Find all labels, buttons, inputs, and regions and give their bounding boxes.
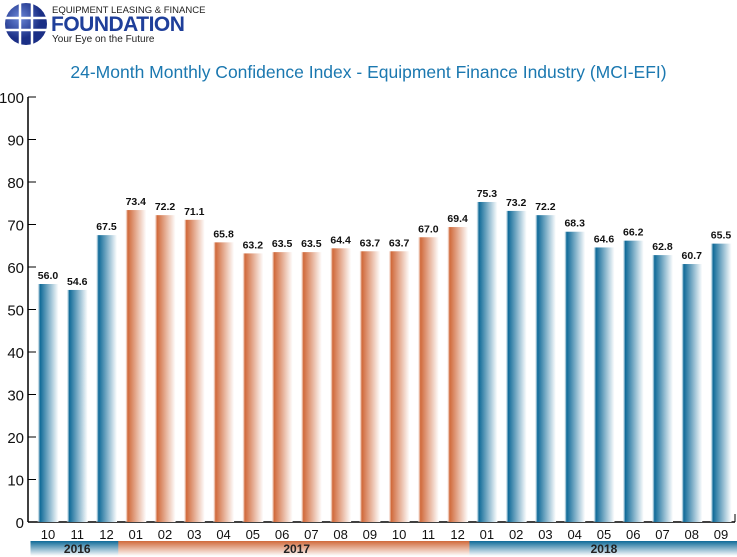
globe-logo-icon (5, 3, 47, 45)
bar-value-label: 68.3 (564, 218, 585, 230)
bar-value-label: 63.7 (360, 237, 381, 249)
x-tick-label: 02 (509, 527, 523, 542)
x-tick-label: 12 (450, 527, 464, 542)
bar-value-label: 60.7 (682, 250, 703, 262)
x-tick-label: 06 (626, 527, 640, 542)
bar-value-label: 62.8 (652, 241, 673, 253)
bar-value-label: 63.2 (243, 239, 264, 251)
bar (651, 255, 673, 522)
y-tick-label: 70 (7, 218, 24, 235)
x-tick-label: 08 (333, 527, 347, 542)
bar (505, 210, 527, 522)
bar (564, 231, 586, 522)
bar-value-label: 63.7 (389, 237, 410, 249)
x-tick-label: 11 (422, 527, 436, 542)
bar (330, 248, 352, 523)
bar-value-label: 65.8 (213, 228, 234, 240)
bar-value-label: 72.2 (155, 201, 176, 213)
bar (417, 237, 439, 522)
logo: EQUIPMENT LEASING & FINANCE FOUNDATION Y… (4, 2, 244, 46)
x-tick-label: 01 (480, 527, 494, 542)
year-label: 2017 (283, 542, 310, 556)
bar (447, 227, 469, 523)
bar-value-label: 56.0 (38, 270, 59, 282)
x-tick-label: 01 (129, 527, 143, 542)
year-band (118, 541, 476, 556)
bar-value-label: 73.2 (506, 197, 527, 209)
x-tick-label: 04 (567, 527, 581, 542)
y-tick-label: 80 (7, 175, 24, 192)
bar (388, 251, 410, 522)
bar (37, 284, 59, 522)
x-tick-label: 11 (71, 527, 85, 542)
y-tick-label: 0 (16, 515, 24, 532)
y-tick-label: 100 (0, 90, 24, 107)
year-band (469, 541, 737, 556)
y-tick-label: 90 (7, 133, 24, 150)
logo-tagline: Your Eye on the Future (52, 34, 155, 45)
bar-value-label: 71.1 (184, 206, 205, 218)
bar-value-label: 69.4 (447, 213, 468, 225)
bar (593, 247, 615, 522)
bar-value-label: 65.5 (711, 230, 732, 242)
bar (622, 240, 644, 522)
bar (359, 251, 381, 522)
x-tick-label: 06 (275, 527, 289, 542)
bar (271, 252, 293, 522)
bar (154, 215, 176, 522)
bar (681, 264, 703, 522)
x-tick-label: 10 (392, 527, 406, 542)
bar-value-label: 64.6 (594, 233, 615, 245)
bar (534, 215, 556, 522)
bar (125, 210, 147, 523)
bar (213, 242, 235, 522)
bar-value-label: 63.5 (301, 238, 322, 250)
bar (242, 253, 264, 522)
year-label: 2016 (64, 542, 91, 556)
logo-line1: EQUIPMENT LEASING & FINANCE (52, 5, 206, 16)
y-tick-label: 20 (7, 430, 24, 447)
bar-value-label: 72.2 (535, 201, 556, 213)
x-tick-label: 05 (246, 527, 260, 542)
bar (96, 235, 118, 522)
x-tick-label: 09 (363, 527, 377, 542)
bar (66, 289, 88, 522)
x-tick-label: 04 (216, 527, 230, 542)
x-tick-label: 02 (158, 527, 172, 542)
y-tick-label: 40 (7, 345, 24, 362)
chart-title: 24-Month Monthly Confidence Index - Equi… (70, 62, 667, 82)
y-tick-label: 30 (7, 388, 24, 405)
bar-value-label: 75.3 (477, 188, 498, 200)
x-tick-label: 10 (41, 527, 55, 542)
x-tick-label: 03 (187, 527, 201, 542)
bar-value-label: 66.2 (623, 227, 644, 239)
x-tick-label: 07 (304, 527, 318, 542)
bar (710, 243, 732, 522)
x-tick-label: 05 (597, 527, 611, 542)
x-tick-label: 08 (685, 527, 699, 542)
y-tick-label: 60 (7, 260, 24, 277)
x-tick-label: 03 (538, 527, 552, 542)
bar-value-label: 67.5 (96, 221, 117, 233)
bar-value-label: 67.0 (418, 223, 439, 235)
y-tick-label: 10 (7, 473, 24, 490)
bar-value-label: 73.4 (126, 196, 147, 208)
year-label: 2018 (591, 542, 618, 556)
logo-line2: FOUNDATION (51, 13, 185, 36)
bar-value-label: 63.5 (272, 238, 293, 250)
y-tick-label: 50 (7, 303, 24, 320)
x-tick-label: 09 (714, 527, 728, 542)
bar (183, 219, 205, 522)
x-tick-label: 12 (99, 527, 113, 542)
bar-value-label: 54.6 (67, 276, 88, 288)
bar-value-label: 64.4 (330, 234, 351, 246)
bar (300, 252, 322, 522)
x-tick-label: 07 (655, 527, 669, 542)
year-band (30, 541, 125, 556)
bar (476, 201, 498, 522)
